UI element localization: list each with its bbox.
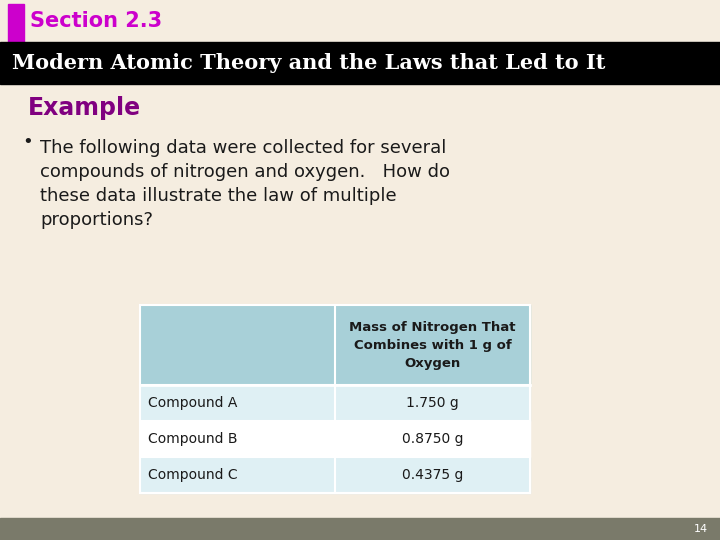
Text: 14: 14 [694, 524, 708, 534]
Text: compounds of nitrogen and oxygen.   How do: compounds of nitrogen and oxygen. How do [40, 163, 450, 181]
Bar [140, 457, 530, 493]
Text: proportions?: proportions? [40, 211, 153, 229]
Bar [0, 518, 720, 540]
Text: 1.750 g: 1.750 g [406, 396, 459, 410]
Text: Section 2.3: Section 2.3 [30, 11, 162, 31]
Bar [8, 4, 24, 42]
Bar [140, 421, 530, 457]
Text: Example: Example [28, 96, 141, 120]
Bar [140, 385, 530, 421]
Text: Modern Atomic Theory and the Laws that Led to It: Modern Atomic Theory and the Laws that L… [12, 53, 606, 73]
Text: Compound C: Compound C [148, 468, 238, 482]
Text: The following data were collected for several: The following data were collected for se… [40, 139, 446, 157]
Bar [140, 305, 530, 493]
Text: 0.4375 g: 0.4375 g [402, 468, 463, 482]
Text: 0.8750 g: 0.8750 g [402, 432, 463, 446]
Bar [140, 305, 530, 385]
Text: Compound B: Compound B [148, 432, 238, 446]
Bar [0, 42, 720, 84]
Text: •: • [22, 133, 32, 151]
Text: Compound A: Compound A [148, 396, 238, 410]
Text: Mass of Nitrogen That
Combines with 1 g of
Oxygen: Mass of Nitrogen That Combines with 1 g … [349, 321, 516, 369]
Text: these data illustrate the law of multiple: these data illustrate the law of multipl… [40, 187, 397, 205]
